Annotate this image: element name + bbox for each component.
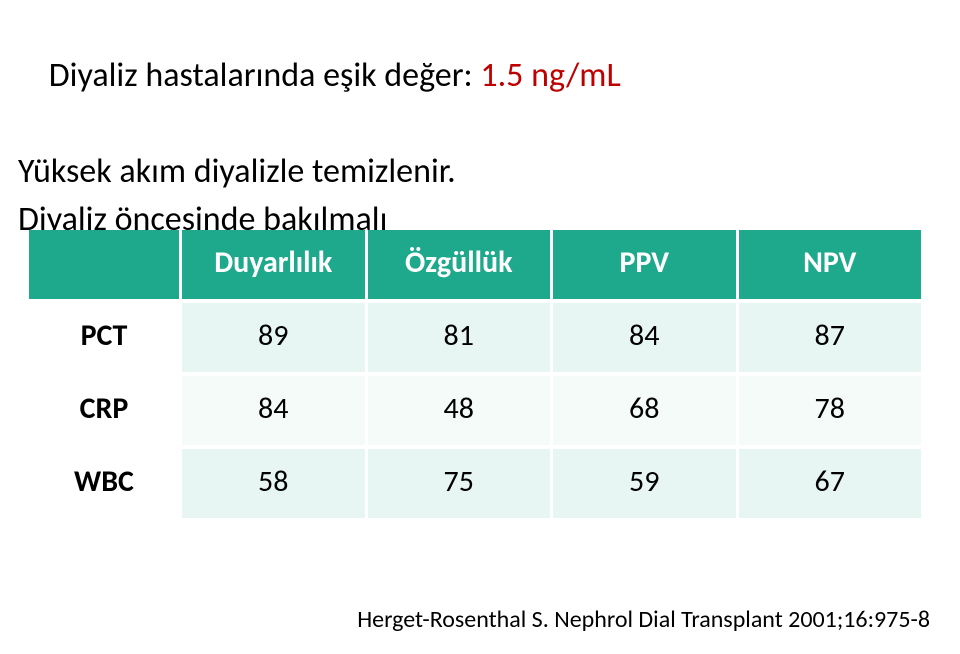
table: Duyarlılık Özgüllük PPV NPV PCT 89 81 84… bbox=[26, 226, 924, 522]
header-npv: NPV bbox=[739, 230, 922, 299]
table-body: PCT 89 81 84 87 CRP 84 48 68 78 WBC 58 7… bbox=[29, 303, 921, 518]
cell: 78 bbox=[739, 376, 922, 445]
cell: 87 bbox=[739, 303, 922, 372]
table-header-row: Duyarlılık Özgüllük PPV NPV bbox=[29, 230, 921, 299]
header-specificity: Özgüllük bbox=[368, 230, 551, 299]
citation: Herget-Rosenthal S. Nephrol Dial Transpl… bbox=[357, 605, 930, 634]
line-1-prefix: Diyaliz hastalarında eşik değer: bbox=[49, 55, 481, 96]
cell: 81 bbox=[368, 303, 551, 372]
header-ppv: PPV bbox=[553, 230, 736, 299]
header-blank bbox=[29, 230, 179, 299]
header-sensitivity: Duyarlılık bbox=[182, 230, 365, 299]
cell: 75 bbox=[368, 449, 551, 518]
cell: 84 bbox=[553, 303, 736, 372]
row-label: PCT bbox=[29, 303, 179, 372]
table-row: WBC 58 75 59 67 bbox=[29, 449, 921, 518]
line-1: Diyaliz hastalarında eşik değer: 1.5 ng/… bbox=[18, 4, 621, 148]
cell: 58 bbox=[182, 449, 365, 518]
row-label: WBC bbox=[29, 449, 179, 518]
intro-text: Diyaliz hastalarında eşik değer: 1.5 ng/… bbox=[18, 4, 621, 244]
cell: 67 bbox=[739, 449, 922, 518]
cell: 59 bbox=[553, 449, 736, 518]
cell: 68 bbox=[553, 376, 736, 445]
metrics-table: Duyarlılık Özgüllük PPV NPV PCT 89 81 84… bbox=[26, 226, 924, 522]
cell: 48 bbox=[368, 376, 551, 445]
table-row: CRP 84 48 68 78 bbox=[29, 376, 921, 445]
line-2: Yüksek akım diyalizle temizlenir. bbox=[18, 148, 621, 196]
cell: 89 bbox=[182, 303, 365, 372]
cell: 84 bbox=[182, 376, 365, 445]
row-label: CRP bbox=[29, 376, 179, 445]
line-1-value: 1.5 ng/mL bbox=[480, 55, 620, 96]
table-row: PCT 89 81 84 87 bbox=[29, 303, 921, 372]
